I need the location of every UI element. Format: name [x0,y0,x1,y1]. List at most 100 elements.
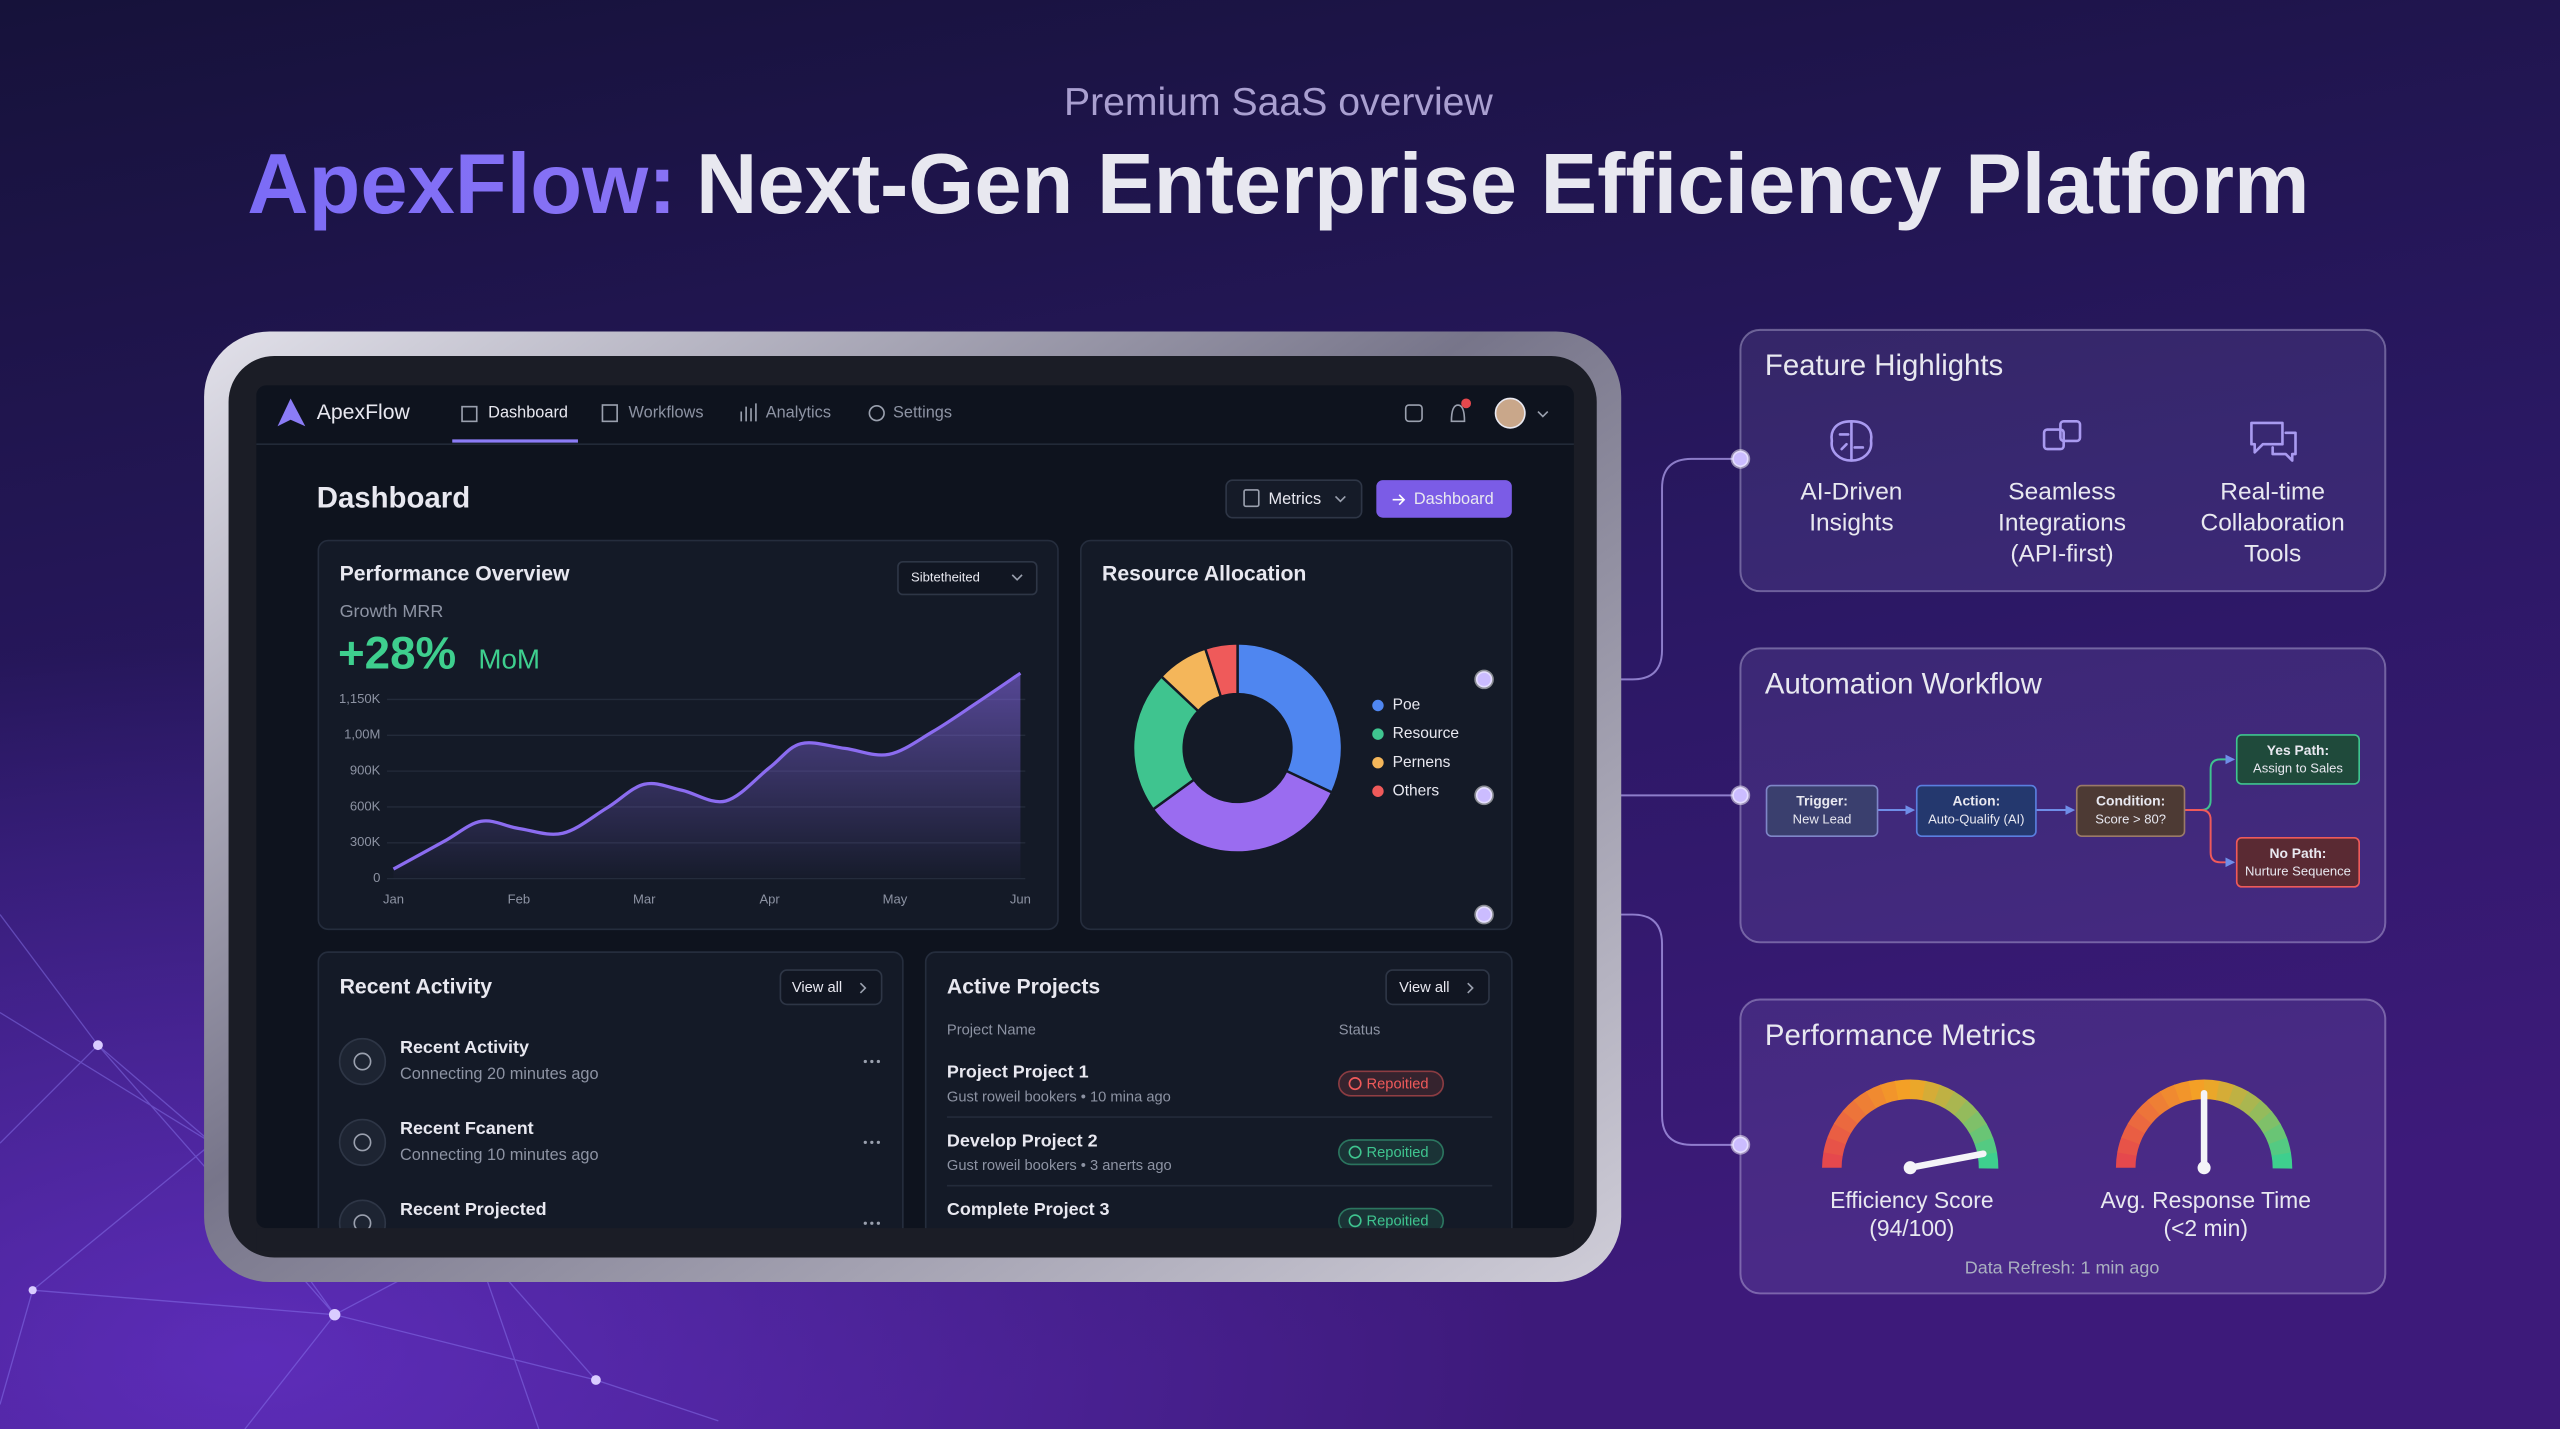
gauge-arc [2203,1079,2221,1101]
status-icon [1348,1214,1362,1228]
bezel-bottom [256,1228,1574,1251]
status-icon [1348,1145,1362,1159]
feature-label: Collaboration [2201,510,2345,537]
chevron [1467,982,1474,994]
nav-icon [868,405,885,422]
gauge-arc [1880,1080,1900,1104]
y-tick-label: 0 [373,870,380,885]
nav-item[interactable]: Settings [893,403,952,421]
line-chart: 0 300K 600K 900K 1,00M 1,150K Jan Feb Mar Apr May J… [339,671,1031,906]
y-tick-label: 600K [350,798,381,813]
gauge-arc [1822,1151,1843,1168]
metrics-footer: Data Refresh: 1 min ago [1965,1258,2160,1278]
view-all-button[interactable] [779,969,883,1006]
avatar[interactable] [1494,397,1526,429]
more-dot[interactable] [863,1059,867,1064]
workflow-node [2235,734,2360,785]
gauge-hub [1903,1161,1917,1175]
gauge-hub [2197,1161,2211,1175]
status-label: Repoitied [1367,1076,1429,1092]
gauge-needle [1906,1150,1987,1171]
gauge-arc [1894,1079,1912,1101]
more-dot[interactable] [870,1059,874,1064]
gauge-arc [1969,1123,1994,1146]
metric-value: +28% [338,628,456,679]
headline: ApexFlow: Next-Gen Enterprise Efficiency … [247,137,2309,232]
more-dot[interactable] [870,1221,874,1225]
chevron [859,982,867,994]
donut-chart: Poe Resource Pernens Others [1131,642,1459,854]
x-tick-label: Feb [508,891,530,906]
status-icon [1348,1077,1362,1091]
card-title: Active Projects [947,976,1100,999]
headline-brand: ApexFlow: [247,137,676,232]
legend-label: Poe [1393,697,1421,714]
view-all-button[interactable] [1385,969,1490,1006]
more-dot[interactable] [876,1059,880,1064]
legend-label: Pernens [1393,754,1451,771]
legend-swatch [1372,756,1384,769]
dashboard-button[interactable] [1376,480,1512,518]
y-tick-label: 1,00M [344,727,380,742]
button-icon [1243,489,1260,508]
gauge-arc [1944,1091,1968,1116]
gauge-arc [1962,1111,1987,1135]
gauge-arc [2227,1084,2249,1109]
more-dot[interactable] [863,1140,867,1145]
x-tick-label: Jan [383,891,404,906]
gauge-arc [2147,1090,2171,1116]
x-tick-label: May [883,891,908,906]
column-header: Status [1339,1022,1381,1038]
nav-item[interactable]: Analytics [766,403,831,421]
feature-label: (API-first) [2010,541,2113,568]
project-meta: Gust roweil bookers • 10 mina ago [947,1089,1171,1105]
gauge-scale [2115,1079,2293,1169]
gauge-arc [2117,1136,2140,1156]
metrics-button[interactable] [1225,479,1363,519]
more-dot[interactable] [876,1140,880,1145]
workflow-node [1915,784,2037,837]
activity-title: Recent Projected [400,1199,547,1219]
workflow-node [1765,784,1879,837]
sync-icon[interactable] [1404,404,1423,423]
activity-subtitle: Connecting 10 minutes ago [400,1146,599,1164]
node-text: Auto-Qualify (AI) [1928,811,2024,826]
gauge-arc [1823,1136,1847,1156]
workflow-arrows [1877,754,2236,868]
dropdown[interactable] [897,560,1038,596]
donut-segment [1236,642,1344,795]
metric-label: Growth MRR [340,601,444,621]
nav-item[interactable]: Dashboard [488,403,568,421]
node-text: New Lead [1793,811,1852,826]
nav-icon [461,405,478,423]
gauge-arc [1833,1110,1859,1134]
brain-icon [1830,420,1873,462]
line [392,671,1022,871]
gauge-arc [1866,1084,1888,1109]
gauge-arc [1842,1099,1867,1124]
activity-icon [338,1118,387,1167]
more-dot[interactable] [876,1221,880,1225]
more-dot[interactable] [870,1140,874,1145]
metric-unit: MoM [478,644,540,675]
status-label: Repoitied [1367,1145,1429,1161]
project-name: Project Project 1 [947,1062,1089,1082]
gauge-arc [1827,1122,1852,1145]
more-dot[interactable] [863,1221,867,1225]
activity-glyph [353,1052,372,1071]
bell-icon[interactable] [1450,404,1466,423]
nav-item[interactable]: Workflows [629,403,704,421]
dropdown-label: Sibtetheited [911,570,980,585]
button-icon [1392,494,1406,506]
activity-subtitle: Connecting 20 minutes ago [400,1065,599,1083]
y-tick-label: 1,150K [339,691,381,706]
node-text: Score > 80? [2095,811,2166,826]
card-title: Recent Activity [340,976,493,999]
gauge-arc [2121,1122,2146,1145]
gauge-arc [1909,1079,1927,1101]
x-tick-label: Apr [759,891,780,906]
gauges: Efficiency Score(94/100) Avg. Response Ti… [1822,1079,2311,1241]
view-all-label: View all [1399,980,1449,996]
workflow-nodes: Trigger: New Lead Action: Auto-Qualify (AI)… [1765,734,2360,888]
